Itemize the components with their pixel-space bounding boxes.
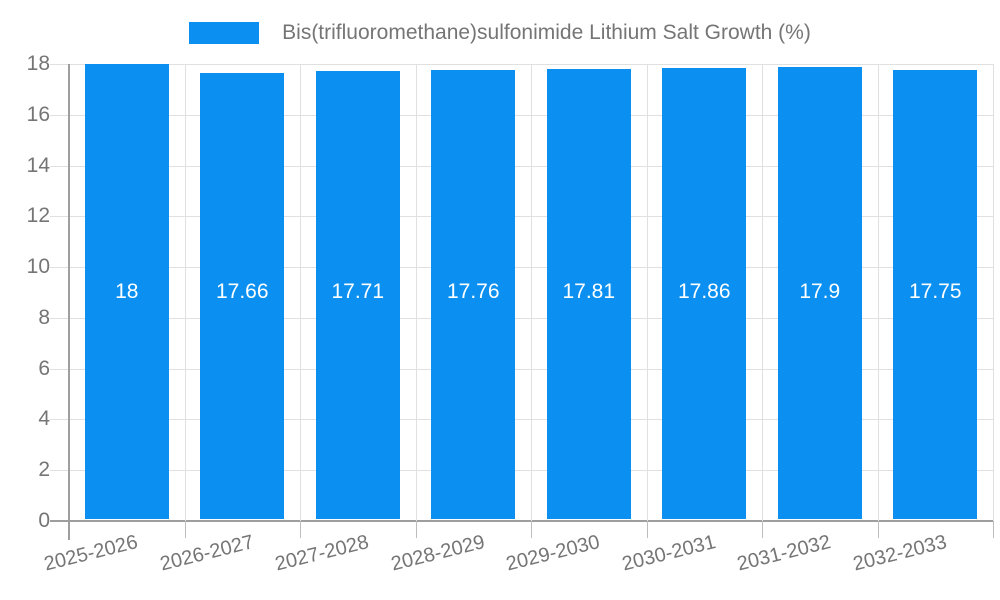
y-axis-label: 16 [26, 102, 50, 126]
bar-2031-2032 [777, 66, 862, 519]
x-tick-mark [646, 521, 648, 538]
y-axis-label: 14 [26, 153, 50, 177]
bar-value-label: 17.76 [446, 280, 500, 303]
y-axis-label: 10 [26, 255, 50, 279]
bar-value-label: 17.9 [799, 280, 841, 303]
y-tick-mark [50, 368, 69, 370]
x-tick-mark [531, 521, 532, 538]
bar-value-label: 17.75 [908, 280, 962, 303]
bar-2028-2029 [431, 70, 516, 519]
bar-value-label: 17.81 [562, 280, 616, 303]
x-gridline [762, 64, 763, 521]
y-tick-mark [50, 114, 69, 116]
chart-legend: Bis(trifluoromethane)sulfonimide Lithium… [0, 21, 1000, 45]
y-tick-mark [50, 165, 69, 167]
x-tick-mark [184, 521, 186, 538]
legend-swatch [189, 22, 260, 44]
bar-value-label: 18 [115, 280, 139, 303]
x-tick-mark [415, 521, 417, 538]
y-axis-label: 2 [38, 458, 50, 482]
y-tick-mark [50, 470, 69, 472]
y-axis-label: 12 [26, 204, 50, 228]
bar-2032-2033 [893, 70, 978, 519]
y-axis-label: 4 [38, 407, 50, 431]
bar-2029-2030 [546, 68, 631, 519]
y-tick-mark [50, 317, 69, 319]
bar-2025-2026 [84, 64, 169, 519]
bar-value-label: 17.66 [215, 280, 269, 303]
x-gridline [531, 64, 532, 521]
bar-2030-2031 [662, 67, 747, 519]
bar-2026-2027 [200, 72, 285, 519]
x-axis-label: 2032-2033 [723, 531, 948, 575]
y-axis-label: 8 [38, 305, 50, 329]
y-axis-label: 18 [26, 52, 50, 75]
x-tick-mark [877, 521, 879, 538]
bar-2027-2028 [315, 71, 400, 519]
y-tick-mark [50, 216, 69, 218]
x-tick-mark [300, 521, 301, 538]
y-tick-mark [50, 64, 69, 65]
x-tick-mark [762, 521, 763, 538]
x-gridline [300, 64, 301, 521]
y-tick-mark [50, 419, 69, 421]
x-gridline [646, 64, 648, 521]
y-tick-mark [50, 520, 69, 522]
x-tick-mark [993, 521, 994, 538]
bar-value-label: 17.71 [331, 280, 385, 303]
x-gridline [415, 64, 417, 521]
bar-value-label: 17.86 [677, 280, 731, 303]
y-tick-mark [50, 267, 69, 269]
legend-label: Bis(trifluoromethane)sulfonimide Lithium… [282, 21, 811, 44]
x-gridline [993, 64, 994, 521]
y-axis-line [68, 64, 70, 540]
y-axis-label: 6 [38, 356, 50, 380]
x-gridline [877, 64, 879, 521]
x-gridline [184, 64, 186, 521]
y-axis-label: 0 [38, 509, 50, 532]
x-axis-label-text: 2032-2033 [850, 531, 949, 576]
